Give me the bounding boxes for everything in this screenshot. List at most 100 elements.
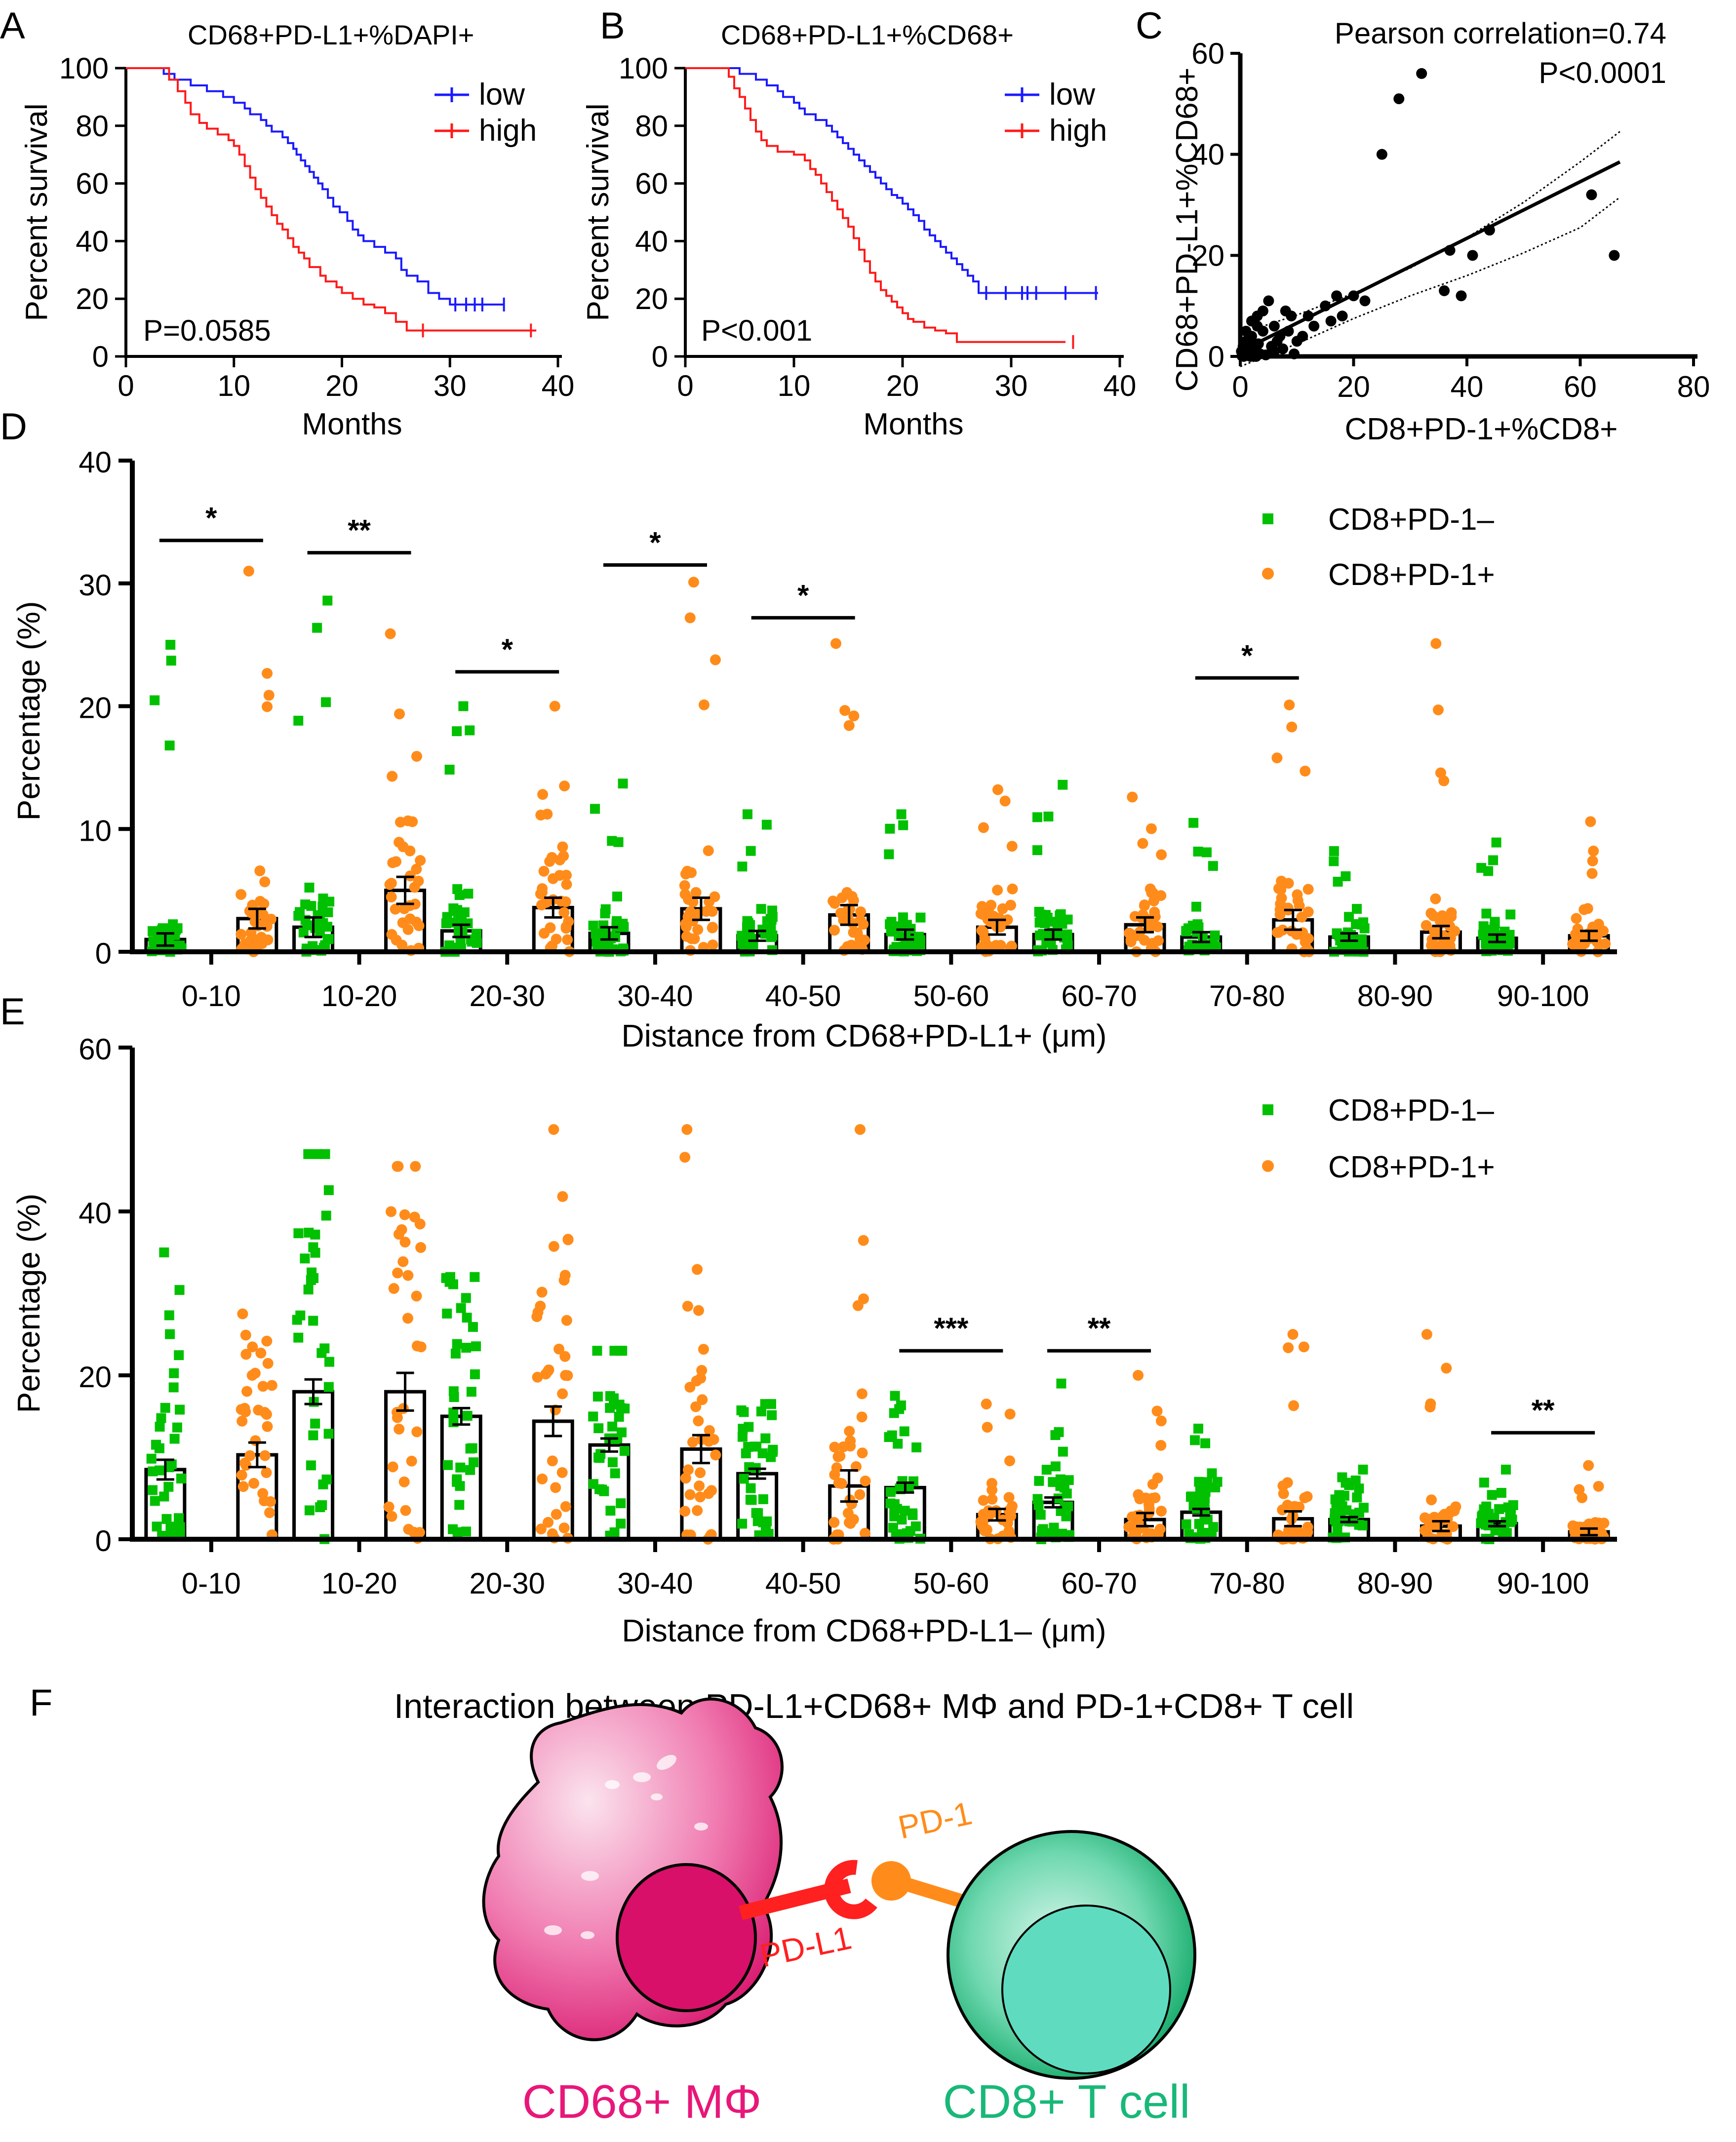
scatter-point bbox=[1439, 285, 1450, 296]
dot-pd1neg bbox=[609, 1393, 619, 1403]
dot-pd1neg bbox=[1352, 1492, 1362, 1503]
dot-pd1neg bbox=[151, 1440, 161, 1450]
bar-marks-D: 0 10 20 30 40 0-10 10-20 20-30 30-40 40-50 50-60 60… bbox=[79, 446, 1617, 1013]
dot-pd1neg bbox=[1351, 904, 1362, 914]
panel-b-survival-chart: B CD68+PD-L1+%CD68+ low high P<0.001 Mon… bbox=[581, 5, 1107, 441]
panel-c-correlation: Pearson correlation=0.74 bbox=[1335, 17, 1666, 50]
dot-pd1pos bbox=[1294, 1501, 1305, 1513]
dot-pd1pos bbox=[999, 795, 1011, 807]
dot-pd1neg bbox=[1357, 919, 1367, 930]
dot-pd1pos bbox=[680, 921, 692, 933]
dot-pd1pos bbox=[1292, 895, 1303, 906]
dot-pd1neg bbox=[756, 904, 766, 914]
dot-pd1neg bbox=[1482, 925, 1492, 935]
dot-pd1pos bbox=[684, 1382, 696, 1393]
x-tick-label: 40-50 bbox=[765, 1567, 841, 1600]
dot-pd1pos bbox=[561, 1315, 572, 1326]
dot-pd1neg bbox=[323, 934, 334, 944]
x-tick-label: 40 bbox=[1104, 369, 1137, 402]
panel-a-survival-chart: A CD68+PD-L1+%DAPI+ low high P=0.0585 Mo… bbox=[0, 5, 537, 441]
macrophage-granules bbox=[544, 1754, 708, 1939]
dot-pd1neg bbox=[1037, 1525, 1047, 1536]
dot-pd1pos bbox=[1586, 868, 1598, 879]
dot-pd1neg bbox=[1038, 929, 1048, 939]
dot-pd1neg bbox=[1058, 779, 1068, 790]
dot-pd1neg bbox=[616, 1519, 626, 1529]
legend-high-label: high bbox=[479, 114, 537, 148]
dot-pd1pos bbox=[981, 1399, 992, 1410]
dot-pd1pos bbox=[858, 919, 869, 930]
dot-pd1pos bbox=[695, 1467, 706, 1479]
dot-pd1neg bbox=[1063, 914, 1073, 925]
dot-pd1neg bbox=[763, 1529, 774, 1539]
dot-pd1neg bbox=[1050, 1461, 1061, 1472]
dot-pd1pos bbox=[536, 1286, 548, 1298]
dot-pd1neg bbox=[767, 905, 777, 916]
dot-pd1pos bbox=[848, 710, 860, 722]
dot-pd1pos bbox=[986, 1484, 998, 1496]
dot-pd1neg bbox=[910, 941, 920, 952]
dot-pd1pos bbox=[245, 927, 257, 938]
dot-pd1neg bbox=[1184, 1529, 1194, 1539]
dot-pd1neg bbox=[1190, 1435, 1200, 1445]
dot-pd1pos bbox=[399, 1209, 410, 1220]
macrophage-nucleus bbox=[616, 1863, 757, 2012]
dot-pd1pos bbox=[239, 1457, 250, 1469]
y-tick-label: 0 bbox=[92, 340, 109, 373]
dot-pd1pos bbox=[240, 1329, 251, 1341]
dot-pd1pos bbox=[240, 1349, 252, 1360]
dot-pd1pos bbox=[257, 1381, 269, 1392]
dot-pd1neg bbox=[597, 1484, 607, 1495]
dot-pd1pos bbox=[1420, 920, 1432, 931]
dot-pd1neg bbox=[322, 595, 333, 606]
dot-pd1neg bbox=[444, 765, 455, 775]
dot-pd1neg bbox=[1188, 818, 1199, 828]
dot-pd1neg bbox=[300, 1253, 310, 1264]
x-tick-label: 70-80 bbox=[1209, 979, 1285, 1013]
dot-pd1neg bbox=[148, 1466, 158, 1477]
y-tick-label: 40 bbox=[79, 446, 112, 479]
panel-letter-a: A bbox=[0, 5, 25, 47]
dot-pd1pos bbox=[1286, 721, 1298, 733]
dot-pd1neg bbox=[898, 921, 908, 931]
dot-pd1pos bbox=[384, 879, 395, 890]
dot-pd1pos bbox=[1137, 838, 1148, 849]
dot-pd1neg bbox=[600, 904, 611, 914]
legend-pd1pos-label: CD8+PD-1+ bbox=[1328, 1150, 1495, 1184]
panel-d-bar-chart: D CD8+PD-1– CD8+PD-1+ Distance from CD68… bbox=[0, 406, 1495, 1053]
dot-pd1neg bbox=[1181, 926, 1191, 936]
dot-pd1pos bbox=[393, 1229, 404, 1240]
dot-pd1pos bbox=[553, 1343, 565, 1355]
dot-pd1neg bbox=[1483, 1509, 1493, 1519]
dot-pd1neg bbox=[461, 1526, 471, 1537]
dot-pd1pos bbox=[259, 876, 271, 888]
dot-pd1pos bbox=[679, 1152, 691, 1163]
x-tick-label: 50-60 bbox=[913, 979, 989, 1013]
panel-c-xlabel: CD8+PD-1+%CD8+ bbox=[1344, 412, 1618, 446]
dot-pd1pos bbox=[844, 1426, 855, 1437]
dot-pd1neg bbox=[744, 1422, 754, 1432]
dot-pd1neg bbox=[164, 1310, 174, 1321]
dot-pd1neg bbox=[323, 1382, 334, 1392]
dot-pd1neg bbox=[751, 1508, 761, 1518]
dot-pd1neg bbox=[736, 931, 747, 941]
dot-pd1neg bbox=[899, 1426, 909, 1437]
scatter-point bbox=[1308, 320, 1320, 332]
dot-pd1neg bbox=[303, 1149, 314, 1159]
dot-pd1pos bbox=[855, 906, 867, 918]
dot-pd1pos bbox=[1302, 1521, 1313, 1533]
dot-pd1pos bbox=[1430, 893, 1441, 904]
dot-pd1neg bbox=[307, 1267, 317, 1278]
km-line-low bbox=[126, 67, 504, 306]
dot-pd1pos bbox=[686, 933, 697, 944]
dot-pd1pos bbox=[248, 1478, 260, 1489]
scatter-point bbox=[1268, 320, 1280, 332]
legend-pd1neg-marker bbox=[1263, 513, 1273, 524]
dot-pd1neg bbox=[1488, 855, 1499, 865]
dot-pd1neg bbox=[159, 1247, 169, 1257]
panel-b-pvalue: P<0.001 bbox=[701, 314, 812, 347]
x-tick-label: 60-70 bbox=[1061, 979, 1137, 1013]
dot-pd1neg bbox=[1344, 1480, 1354, 1490]
dot-pd1pos bbox=[262, 1421, 273, 1432]
panel-letter-b: B bbox=[600, 5, 625, 47]
